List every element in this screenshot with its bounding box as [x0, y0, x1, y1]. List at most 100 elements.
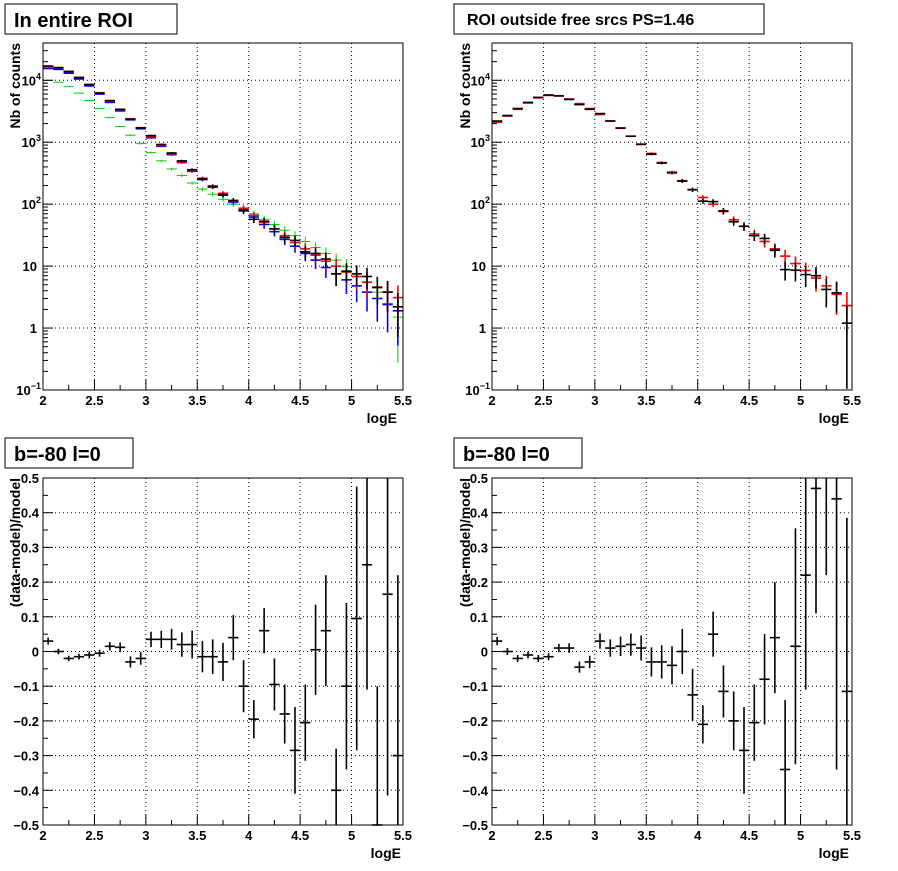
data-point — [831, 478, 842, 770]
data-point — [320, 252, 331, 268]
title-box-bottom-left: b=-80 l=0 — [4, 437, 134, 469]
series-residuals — [43, 478, 403, 826]
data-point — [135, 142, 146, 145]
data-point — [73, 92, 85, 94]
data-point — [564, 98, 575, 101]
y-tick-label: 104 — [471, 71, 490, 88]
y-tick-label: −0.2 — [13, 714, 39, 729]
axes-bottom-left: 2 2.5 3 3.5 4 4.5 5 5.5 −0.5 −0.4 −0.3 −0.2 −0.1 0 0.1… — [13, 471, 412, 843]
data-point — [115, 108, 126, 111]
data-point — [718, 207, 729, 215]
data-point — [104, 117, 115, 119]
x-tick-label: 2.5 — [534, 393, 552, 408]
x-tick-label: 5.5 — [394, 393, 412, 408]
data-point — [769, 582, 780, 694]
data-point — [372, 277, 383, 305]
data-point — [512, 654, 523, 662]
data-point — [502, 648, 513, 655]
data-point — [646, 647, 657, 677]
data-point — [289, 235, 301, 247]
y-tick-label: 10 — [23, 259, 37, 274]
y-tick-label: −0.5 — [462, 818, 488, 833]
data-point — [759, 634, 770, 725]
y-tick-label: −0.1 — [462, 679, 488, 694]
y-tick-label: 103 — [471, 133, 490, 150]
marks-top-left — [43, 65, 403, 363]
data-point — [269, 224, 280, 234]
axes-top-left: 2 2.5 3 3.5 4 4.5 5 5.5 10−1 1 10 102 103 104 — [16, 42, 412, 408]
grid-top-left — [43, 43, 403, 390]
x-tick-label: 5 — [348, 828, 355, 843]
x-tick-label: 5.5 — [843, 828, 861, 843]
x-tick-label: 3.5 — [637, 828, 655, 843]
data-point — [238, 660, 249, 713]
data-point — [289, 707, 301, 794]
data-point — [63, 655, 74, 662]
data-point — [769, 244, 780, 258]
data-point — [594, 633, 606, 649]
y-tick-label: 0.2 — [21, 575, 39, 590]
data-point — [533, 654, 544, 662]
y-tick-label: 0.3 — [21, 540, 39, 555]
data-point — [553, 95, 564, 97]
y-tick-label: 0.1 — [470, 610, 488, 625]
data-point — [310, 247, 321, 262]
y-axis-label: Nb of counts — [457, 43, 473, 129]
y-tick-label: 102 — [22, 195, 41, 212]
x-tick-label: 2 — [488, 393, 495, 408]
data-point — [269, 658, 280, 711]
x-tick-label: 3.5 — [188, 393, 206, 408]
y-tick-label: 1 — [30, 321, 37, 336]
data-point — [636, 143, 647, 146]
data-point — [687, 668, 698, 721]
data-point — [217, 642, 229, 681]
data-point — [115, 125, 126, 128]
data-point — [53, 81, 64, 83]
data-point — [728, 218, 739, 226]
x-axis-label: logE — [819, 845, 849, 861]
y-tick-label: 0.1 — [21, 610, 39, 625]
data-point — [125, 134, 136, 136]
y-tick-label: 0.2 — [470, 575, 488, 590]
data-point — [104, 642, 115, 651]
x-axis-label: logE — [371, 845, 401, 861]
panel-top-right: 2 2.5 3 3.5 4 4.5 5 5.5 10−1 1 10 102 103 104 ROI out… — [453, 3, 861, 426]
data-point — [492, 636, 503, 646]
data-point — [248, 215, 259, 224]
y-tick-label: −0.4 — [462, 783, 488, 798]
data-point — [73, 76, 85, 79]
y-tick-label: 0.4 — [470, 506, 489, 521]
data-point — [217, 196, 229, 202]
data-point — [780, 700, 791, 825]
title-box-top-right: ROI outside free srcs PS=1.46 — [453, 3, 765, 35]
data-point — [94, 108, 105, 110]
x-tick-label: 2 — [488, 828, 495, 843]
data-point — [584, 655, 595, 669]
data-point — [228, 198, 239, 204]
data-point — [522, 651, 534, 659]
data-point — [656, 161, 667, 165]
data-point — [300, 684, 311, 761]
data-point — [73, 78, 85, 80]
x-tick-label: 5.5 — [843, 393, 861, 408]
marks-bottom-left — [43, 478, 403, 826]
y-axis-label: (data-model)/model — [7, 478, 23, 607]
y-tick-label: 10 — [472, 259, 486, 274]
x-tick-label: 5 — [797, 393, 804, 408]
x-tick-label: 3 — [591, 393, 598, 408]
data-point — [810, 267, 822, 289]
x-tick-label: 3 — [142, 393, 149, 408]
data-point — [166, 167, 177, 171]
data-point — [207, 192, 218, 197]
data-point — [331, 748, 342, 825]
series-residuals — [492, 478, 852, 825]
data-point — [841, 517, 852, 825]
data-point — [512, 107, 523, 110]
y-tick-label: −0.3 — [13, 749, 39, 764]
data-point — [145, 134, 157, 137]
series-data — [492, 94, 852, 389]
data-point — [677, 628, 688, 675]
data-point — [790, 528, 801, 765]
data-point — [104, 99, 115, 102]
data-point — [73, 653, 85, 660]
